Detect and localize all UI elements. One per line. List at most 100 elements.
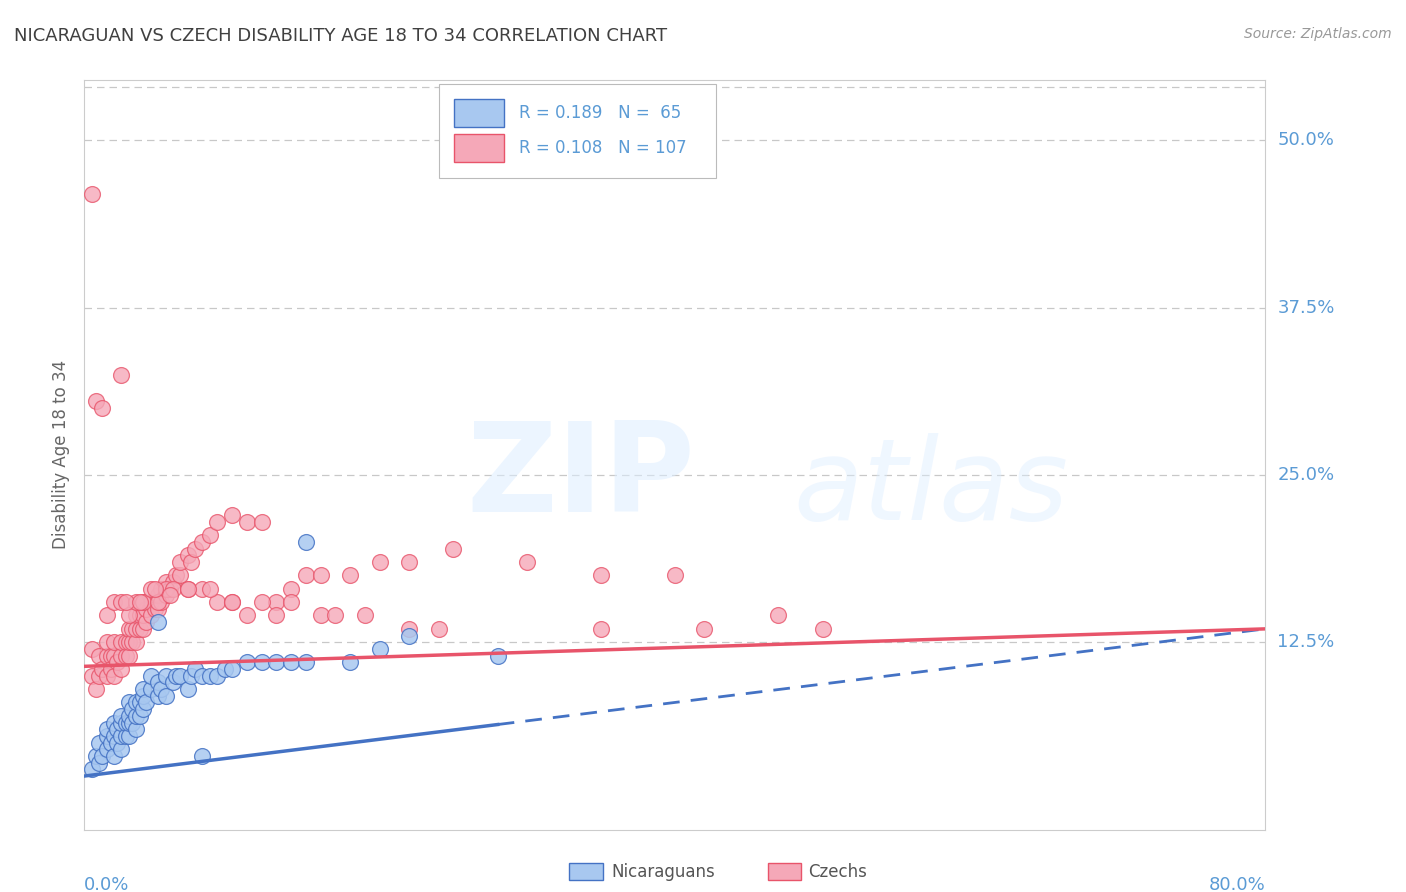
Point bbox=[266, 608, 288, 623]
Point bbox=[118, 622, 141, 636]
Point bbox=[125, 696, 148, 710]
Point bbox=[87, 648, 111, 663]
Point bbox=[159, 589, 181, 603]
Point bbox=[191, 669, 214, 683]
Point bbox=[100, 662, 122, 676]
Point bbox=[177, 582, 200, 596]
Point bbox=[80, 669, 103, 683]
Point bbox=[207, 669, 229, 683]
Point bbox=[339, 655, 361, 669]
Point bbox=[155, 575, 177, 590]
Point bbox=[150, 582, 173, 596]
Point bbox=[148, 589, 170, 603]
Point bbox=[180, 555, 202, 569]
Point bbox=[114, 715, 136, 730]
Point bbox=[110, 648, 132, 663]
Point bbox=[96, 723, 118, 737]
Point bbox=[103, 749, 125, 764]
Point bbox=[118, 729, 141, 743]
Point bbox=[105, 655, 128, 669]
Point bbox=[236, 608, 259, 623]
Point bbox=[250, 595, 273, 609]
Y-axis label: Disability Age 18 to 34: Disability Age 18 to 34 bbox=[52, 360, 70, 549]
Point bbox=[139, 682, 162, 697]
Text: atlas: atlas bbox=[793, 434, 1069, 544]
Point bbox=[121, 635, 143, 649]
Point bbox=[110, 368, 132, 382]
Point bbox=[148, 615, 170, 630]
Point bbox=[84, 749, 107, 764]
Point bbox=[139, 608, 162, 623]
Point bbox=[162, 675, 184, 690]
Point bbox=[96, 608, 118, 623]
Point bbox=[139, 669, 162, 683]
Point bbox=[325, 608, 347, 623]
Point bbox=[354, 608, 377, 623]
Point bbox=[84, 394, 107, 409]
Point bbox=[121, 715, 143, 730]
Point bbox=[184, 541, 207, 556]
Point bbox=[159, 582, 181, 596]
Point bbox=[191, 582, 214, 596]
Point bbox=[207, 595, 229, 609]
Point bbox=[266, 655, 288, 669]
Text: 80.0%: 80.0% bbox=[1209, 876, 1265, 892]
Point bbox=[165, 669, 187, 683]
FancyBboxPatch shape bbox=[439, 84, 716, 178]
Point bbox=[103, 669, 125, 683]
Point bbox=[398, 622, 420, 636]
Point bbox=[148, 602, 170, 616]
Point bbox=[129, 595, 152, 609]
Point bbox=[110, 635, 132, 649]
Point bbox=[125, 708, 148, 723]
Point bbox=[110, 742, 132, 756]
Point bbox=[295, 568, 318, 582]
Point bbox=[103, 729, 125, 743]
Point bbox=[398, 629, 420, 643]
Point bbox=[368, 642, 391, 657]
Point bbox=[132, 682, 155, 697]
Point bbox=[96, 729, 118, 743]
Point bbox=[100, 648, 122, 663]
Point bbox=[114, 595, 136, 609]
Point bbox=[221, 508, 243, 523]
Point bbox=[177, 682, 200, 697]
Point bbox=[125, 595, 148, 609]
Text: R = 0.189   N =  65: R = 0.189 N = 65 bbox=[519, 103, 682, 122]
Point bbox=[162, 582, 184, 596]
Point bbox=[121, 702, 143, 716]
Point bbox=[169, 555, 191, 569]
Point bbox=[80, 187, 103, 202]
Point bbox=[207, 515, 229, 529]
Point bbox=[132, 595, 155, 609]
Point bbox=[96, 669, 118, 683]
Point bbox=[143, 582, 166, 596]
Point bbox=[114, 648, 136, 663]
Text: 0.0%: 0.0% bbox=[84, 876, 129, 892]
Point bbox=[125, 608, 148, 623]
Text: 50.0%: 50.0% bbox=[1277, 131, 1334, 150]
Text: NICARAGUAN VS CZECH DISABILITY AGE 18 TO 34 CORRELATION CHART: NICARAGUAN VS CZECH DISABILITY AGE 18 TO… bbox=[14, 27, 668, 45]
Point bbox=[110, 595, 132, 609]
Point bbox=[91, 401, 114, 416]
Point bbox=[103, 595, 125, 609]
Point bbox=[132, 622, 155, 636]
Point bbox=[139, 582, 162, 596]
Point bbox=[110, 715, 132, 730]
Point bbox=[398, 555, 420, 569]
Point bbox=[103, 715, 125, 730]
Point bbox=[148, 675, 170, 690]
Point bbox=[198, 669, 221, 683]
Point bbox=[295, 655, 318, 669]
Point bbox=[129, 608, 152, 623]
Point bbox=[280, 595, 302, 609]
Text: Nicaraguans: Nicaraguans bbox=[612, 863, 716, 881]
Point bbox=[91, 749, 114, 764]
Point bbox=[214, 662, 236, 676]
Point bbox=[664, 568, 686, 582]
Point bbox=[427, 622, 450, 636]
Point bbox=[103, 648, 125, 663]
Point bbox=[266, 595, 288, 609]
Point bbox=[295, 534, 318, 549]
Point bbox=[118, 648, 141, 663]
